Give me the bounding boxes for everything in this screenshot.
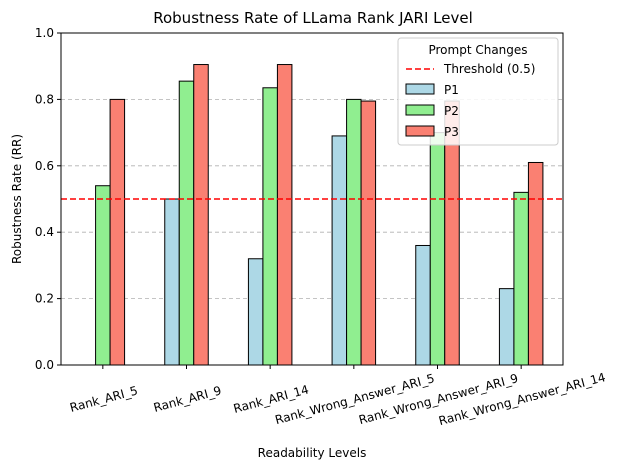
bar-p2: [95, 185, 111, 366]
legend-title: Prompt Changes: [428, 43, 527, 57]
bar-p2: [513, 191, 529, 366]
bar-p2: [429, 132, 446, 366]
bar-p3: [527, 161, 544, 366]
legend-label-p2: P2: [444, 104, 459, 118]
bar-p3: [276, 64, 293, 366]
legend-label-p1: P1: [444, 83, 459, 97]
x-tick-label: Rank_ARI_9: [152, 383, 223, 415]
x-axis: Rank_ARI_5 Rank_ARI_9 Rank_ARI_14Rank_Wron…: [68, 365, 607, 428]
y-tick-label: 0.0: [35, 358, 54, 372]
legend-swatch-p1: [405, 83, 435, 95]
legend: Prompt Changes Threshold (0.5) P1 P2 P3: [397, 37, 559, 146]
legend-swatch-p3: [405, 125, 435, 137]
y-tick-label: 0.6: [35, 159, 54, 173]
bar-p3: [193, 64, 209, 366]
legend-box: [397, 37, 559, 146]
bar-p2: [346, 98, 362, 366]
x-axis-label: Readability Levels: [258, 446, 367, 460]
y-tick-label: 0.8: [35, 92, 54, 106]
chart-title: Robustness Rate of LLama Rank JARI Level: [153, 9, 473, 27]
bar-p1: [498, 288, 515, 366]
bar-p2: [262, 87, 278, 366]
bar-p3: [109, 98, 126, 366]
y-tick-label: 0.4: [35, 225, 54, 239]
legend-threshold-label: Threshold (0.5): [443, 62, 535, 76]
bar-p1: [331, 135, 348, 366]
bar-p3: [360, 100, 377, 366]
plot-frame: [60, 32, 564, 366]
bars: [95, 64, 544, 366]
bar-p1: [415, 244, 431, 366]
bar-p1: [164, 198, 180, 366]
legend-swatch-p2: [405, 104, 435, 116]
bar-p2: [178, 80, 195, 366]
y-axis: 0.0 0.2 0.4 0.6 0.8 1.0: [35, 26, 61, 372]
y-tick-label: 1.0: [35, 26, 54, 40]
y-axis-label: Robustness Rate (RR): [10, 134, 24, 264]
legend-label-p3: P3: [444, 125, 459, 139]
x-tick-label: Rank_ARI_5: [68, 383, 139, 415]
y-tick-label: 0.2: [35, 292, 54, 306]
bar-p1: [247, 258, 264, 366]
